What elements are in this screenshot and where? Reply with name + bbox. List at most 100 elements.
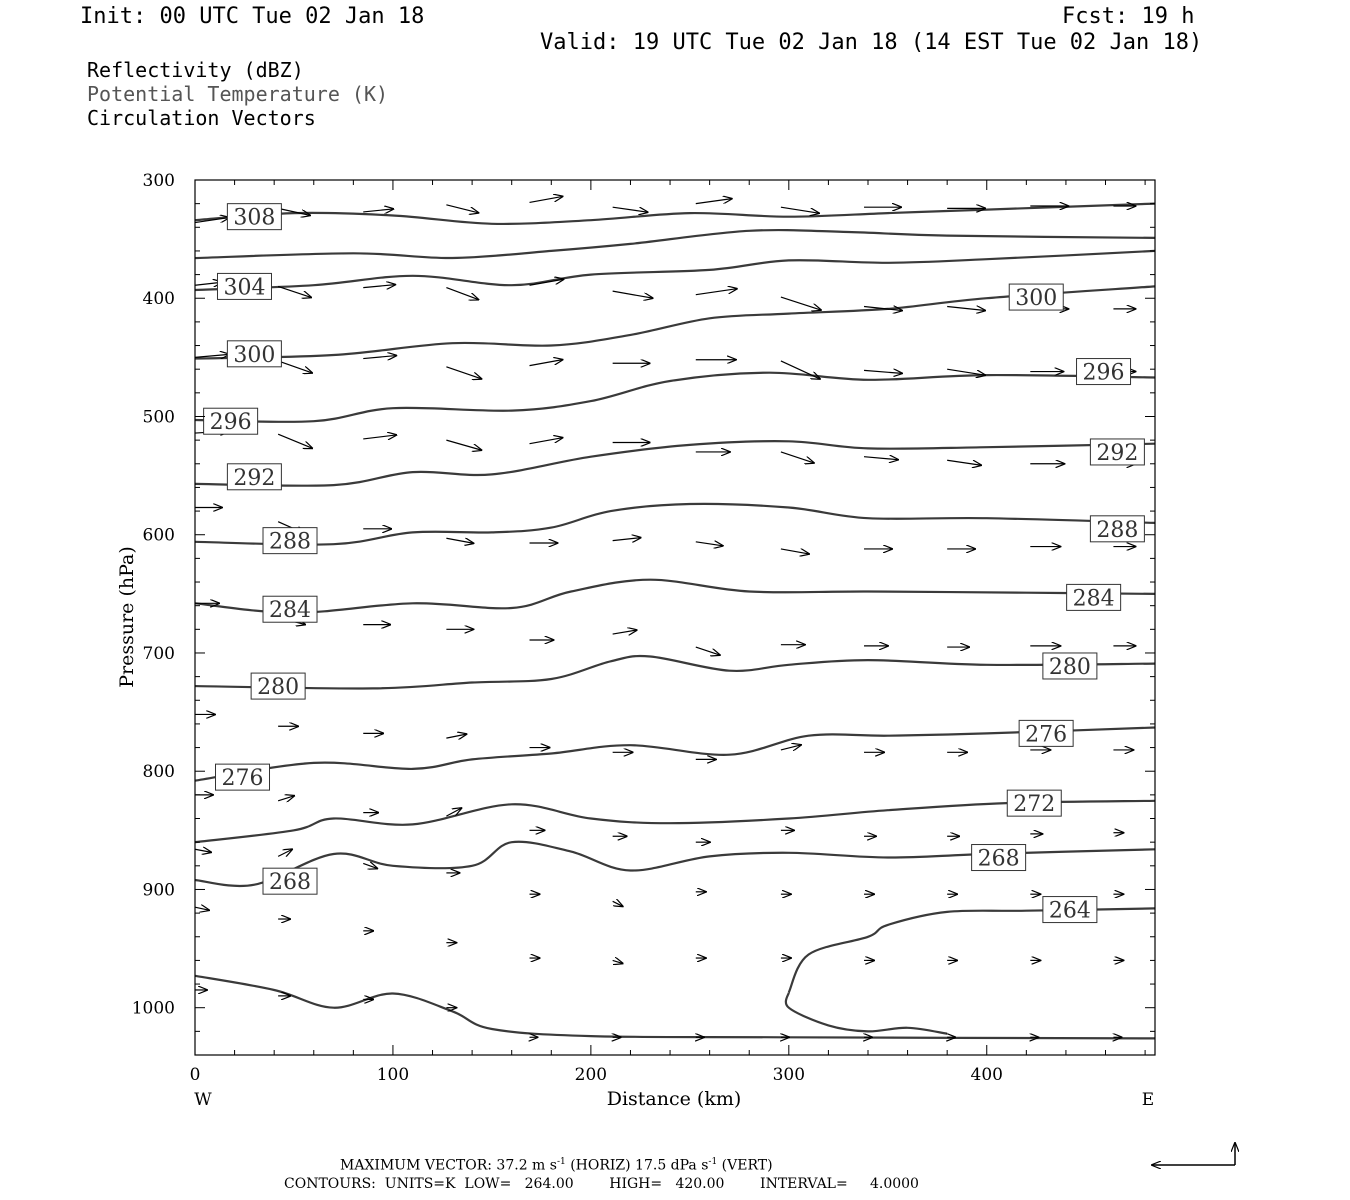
svg-text:288: 288 <box>269 530 311 555</box>
max-vector-suffix: (VERT) <box>717 1157 773 1174</box>
forecast-hour: Fcst: 19 h <box>1062 4 1195 29</box>
plot-frame <box>194 179 1156 1056</box>
y-axis-label: Pressure (hPa) <box>116 546 138 688</box>
contour-label: 280 <box>250 672 306 700</box>
contour-label: 292 <box>226 463 282 491</box>
circulation-vector <box>947 368 985 375</box>
x-tick-label: 300 <box>773 1065 805 1085</box>
contour-label: 300 <box>1008 283 1064 311</box>
contour-line <box>194 371 1156 423</box>
vectors <box>194 196 1135 1037</box>
circulation-vector <box>446 287 478 300</box>
circulation-vector <box>446 439 481 450</box>
contour-line <box>194 440 1156 487</box>
svg-text:272: 272 <box>1013 792 1055 817</box>
circulation-vector <box>947 459 981 465</box>
legend-circulation-vectors: Circulation Vectors <box>87 106 316 130</box>
circulation-vector <box>612 290 653 298</box>
circulation-vector <box>612 206 648 212</box>
y-tick-label: 700 <box>143 644 175 664</box>
circulation-vector <box>363 435 396 439</box>
y-tick-label: 300 <box>143 171 175 191</box>
circulation-vector <box>780 451 814 463</box>
circulation-vector <box>695 646 720 655</box>
svg-text:284: 284 <box>1073 586 1115 611</box>
circulation-vector <box>612 538 641 541</box>
circulation-vector <box>363 356 396 359</box>
max-vector-note: MAXIMUM VECTOR: 37.2 m s-1 (HORIZ) 17.5 … <box>340 1157 773 1174</box>
x-tick-label: 100 <box>377 1065 409 1085</box>
circulation-vector <box>277 796 294 801</box>
svg-text:280: 280 <box>1049 655 1091 680</box>
circulation-vector <box>446 537 473 543</box>
x-end-label-right: E <box>1142 1090 1154 1110</box>
circulation-vector <box>277 433 312 448</box>
circulation-vector <box>446 808 461 817</box>
contour-label: 276 <box>1018 719 1074 747</box>
x-tick-label: 0 <box>190 1065 201 1085</box>
circulation-vector <box>277 285 311 297</box>
contour-label: 292 <box>1089 438 1145 466</box>
contour-label: 276 <box>215 763 271 791</box>
svg-text:296: 296 <box>210 410 252 435</box>
max-vector-exp2: -1 <box>708 1157 718 1167</box>
contour-label: 264 <box>1042 896 1098 924</box>
contour-label: 268 <box>971 844 1027 872</box>
circulation-vector <box>194 218 229 224</box>
svg-text:300: 300 <box>233 343 275 368</box>
svg-text:292: 292 <box>233 466 275 491</box>
svg-text:296: 296 <box>1083 361 1125 386</box>
contour-line <box>194 654 1156 690</box>
circulation-vector <box>612 960 623 963</box>
svg-text:264: 264 <box>1049 899 1091 924</box>
circulation-vector <box>780 360 820 379</box>
y-tick-label: 900 <box>143 880 175 900</box>
svg-text:300: 300 <box>1015 286 1057 311</box>
circulation-vector <box>529 279 564 286</box>
contour-label: 280 <box>1042 652 1098 680</box>
svg-text:276: 276 <box>222 766 264 791</box>
circulation-vector <box>194 354 229 357</box>
legend-reflectivity: Reflectivity (dBZ) <box>87 58 304 82</box>
contour-label: 284 <box>1066 583 1122 611</box>
contour-line <box>194 249 1156 292</box>
svg-text:308: 308 <box>233 206 275 231</box>
circulation-vector <box>863 307 902 311</box>
y-tick-label: 600 <box>143 526 175 546</box>
contour-label: 296 <box>203 407 259 435</box>
circulation-vector <box>277 360 312 373</box>
circulation-vector <box>194 849 211 852</box>
circulation-vector <box>194 907 209 910</box>
contour-label: 300 <box>226 340 282 368</box>
contour-label: 296 <box>1076 358 1132 386</box>
max-vector-exp1: -1 <box>556 1157 566 1167</box>
axis-ticks: 300 400 500 600 700 800 900 1000 0 100 200 300 400 <box>132 171 1155 1085</box>
y-tick-label: 1000 <box>132 999 175 1019</box>
svg-text:268: 268 <box>978 847 1020 872</box>
contour-line <box>194 726 1156 782</box>
circulation-vector <box>529 360 563 367</box>
svg-text:284: 284 <box>269 598 311 623</box>
contour-line <box>194 799 1156 844</box>
contour-label: 304 <box>216 272 272 300</box>
circulation-vector <box>446 366 481 379</box>
contour-labels: 308 304 300 300 296 296 292 292 288 288 284 284 280 2… <box>203 203 1145 924</box>
circulation-vector <box>863 370 902 373</box>
circulation-vector <box>695 542 723 546</box>
max-vector-prefix: MAXIMUM VECTOR: 37.2 m s <box>340 1157 557 1174</box>
contour-line <box>784 992 948 1035</box>
contour-label: 288 <box>1089 515 1145 543</box>
x-axis-label: Distance (km) <box>607 1088 742 1110</box>
reference-vector <box>1152 1143 1235 1165</box>
svg-text:288: 288 <box>1096 518 1138 543</box>
max-vector-mid: (HORIZ) 17.5 dPa s <box>565 1157 709 1174</box>
contour-line <box>194 502 1156 546</box>
contour-label: 284 <box>262 595 318 623</box>
circulation-vector <box>446 204 478 213</box>
svg-text:280: 280 <box>257 675 299 700</box>
circulation-vector <box>363 285 395 288</box>
circulation-vector <box>780 745 801 750</box>
contour-label: 272 <box>1006 789 1062 817</box>
circulation-vector <box>363 863 377 868</box>
